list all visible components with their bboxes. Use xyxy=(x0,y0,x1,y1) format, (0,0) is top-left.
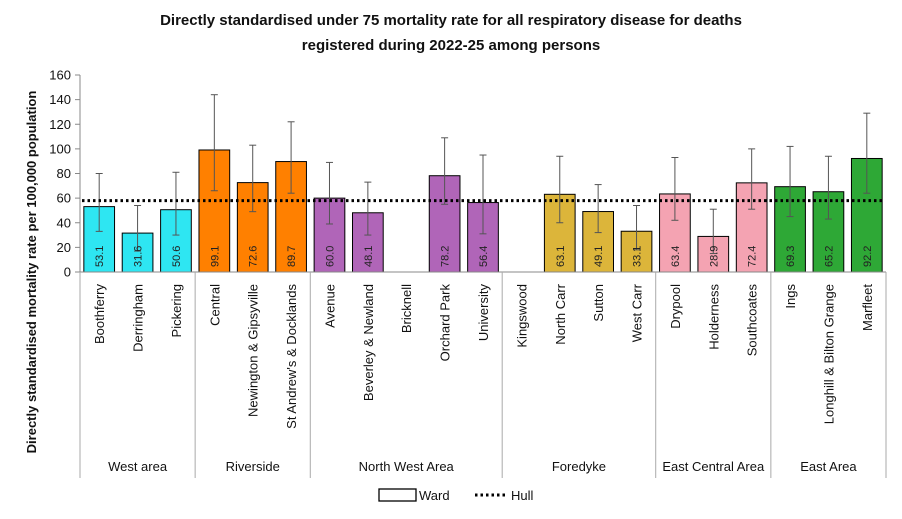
y-tick-label: 0 xyxy=(64,265,71,280)
data-label: 65.2 xyxy=(823,246,835,267)
chart-title-line-1: Directly standardised under 75 mortality… xyxy=(160,12,742,29)
y-tick-label: 60 xyxy=(57,191,71,206)
data-label: 33.1 xyxy=(632,246,644,267)
data-label: 78.2 xyxy=(440,246,452,267)
category-label: North Carr xyxy=(553,283,568,344)
y-axis-label: Directly standardised mortality rate per… xyxy=(24,91,39,454)
y-tick-label: 20 xyxy=(57,240,71,255)
data-label: 72.6 xyxy=(248,246,260,267)
data-label: 28.9 xyxy=(708,246,720,267)
category-label: Newington & Gipsyville xyxy=(246,284,261,417)
category-label: University xyxy=(476,284,491,342)
group-label: East Area xyxy=(800,459,857,474)
data-label: 63.1 xyxy=(555,246,567,267)
data-label: 72.4 xyxy=(747,246,759,267)
category-label: St Andrew's & Docklands xyxy=(284,284,299,429)
legend: Ward Hull xyxy=(378,488,534,503)
data-label: 50.6 xyxy=(171,246,183,267)
data-label: 60.0 xyxy=(324,246,336,267)
category-label: Longhill & Bilton Grange xyxy=(821,284,836,424)
data-label: 63.4 xyxy=(670,246,682,267)
y-tick-label: 140 xyxy=(49,92,71,107)
category-label: Holderness xyxy=(706,284,721,350)
y-tick-label: 120 xyxy=(49,117,71,132)
plot-area: 0 20 40 60 80 100 120 140 160 53.1 Boothferry 31.6 D… xyxy=(49,68,887,478)
group-label: North West Area xyxy=(359,459,455,474)
data-label: 99.1 xyxy=(209,246,221,267)
category-label: Orchard Park xyxy=(438,284,453,362)
category-label: Drypool xyxy=(668,284,683,329)
group-label: West area xyxy=(108,459,168,474)
bar xyxy=(313,197,346,273)
y-tick-label: 40 xyxy=(57,215,71,230)
category-label: Kingswood xyxy=(514,284,529,348)
category-label: Southcoates xyxy=(745,284,760,357)
data-label: 89.7 xyxy=(286,246,298,267)
y-tick-label: 100 xyxy=(49,141,71,156)
y-tick-label: 160 xyxy=(49,68,71,83)
category-label: Avenue xyxy=(322,284,337,328)
group-label: Riverside xyxy=(226,459,280,474)
category-label: Marfleet xyxy=(860,284,875,331)
category-label: Bricknell xyxy=(399,284,414,333)
data-label: 49.1 xyxy=(593,246,605,267)
category-label: Central xyxy=(207,284,222,326)
data-label: 53.1 xyxy=(94,246,106,267)
category-label: Derringham xyxy=(131,284,146,352)
data-label: 69.3 xyxy=(785,246,797,267)
category-label: Pickering xyxy=(169,284,184,337)
category-label: Boothferry xyxy=(92,284,107,344)
data-label: 56.4 xyxy=(478,246,490,267)
category-label: West Carr xyxy=(630,283,645,342)
chart-title-line-2: registered during 2022-25 among persons xyxy=(302,37,600,54)
data-label: 31.6 xyxy=(133,246,145,267)
data-label: 48.1 xyxy=(363,246,375,267)
legend-hull-label: Hull xyxy=(511,488,534,503)
legend-ward-swatch xyxy=(378,488,417,502)
y-tick-label: 80 xyxy=(57,166,71,181)
data-label: 92.2 xyxy=(862,246,874,267)
legend-ward-label: Ward xyxy=(419,488,450,503)
group-label: East Central Area xyxy=(662,459,765,474)
category-label: Beverley & Newland xyxy=(361,284,376,401)
category-label: Ings xyxy=(783,284,798,309)
category-label: Sutton xyxy=(591,284,606,322)
group-label: Foredyke xyxy=(552,459,606,474)
